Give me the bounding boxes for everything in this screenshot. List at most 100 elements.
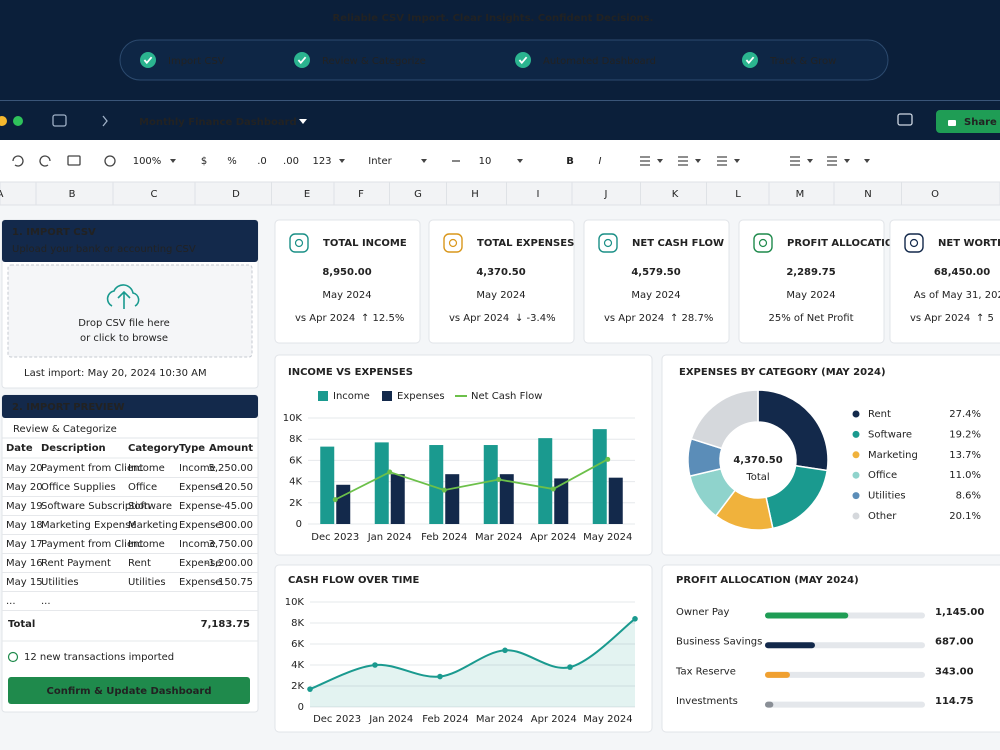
kpi-label: TOTAL INCOME	[323, 238, 407, 249]
value-label: 114.75	[935, 696, 974, 707]
dropdown-caret	[170, 159, 176, 163]
toolbar-item[interactable]: I	[599, 156, 602, 167]
chart-title: PROFIT ALLOCATION (MAY 2024)	[676, 575, 859, 586]
table-cell: Rent Payment	[41, 558, 111, 569]
share-label[interactable]: Share	[964, 117, 997, 128]
x-tick-label: Apr 2024	[530, 532, 576, 543]
bar	[765, 642, 815, 649]
table-cell: Income	[128, 463, 165, 474]
x-tick-label: Mar 2024	[475, 532, 523, 543]
drop-text[interactable]: Drop CSV file here	[78, 318, 170, 329]
point	[307, 686, 313, 692]
point	[372, 662, 378, 668]
comment-icon[interactable]	[897, 113, 913, 126]
toolbar-item[interactable]: %	[227, 156, 237, 167]
window-dot	[13, 116, 23, 126]
table-cell: Expense	[179, 501, 221, 512]
table-cell: Description	[41, 443, 106, 454]
kpi-icon	[598, 233, 618, 253]
kpi-icon	[289, 233, 309, 253]
value-label: 8.6%	[956, 491, 981, 502]
toolbar-item[interactable]: $	[201, 156, 207, 167]
browse-text[interactable]: or click to browse	[80, 333, 168, 344]
card-subtitle: Upload your bank or accounting CSV	[12, 244, 196, 255]
bar	[765, 671, 790, 678]
table-cell: ...	[41, 596, 51, 607]
x-tick-label: May 2024	[583, 714, 632, 725]
bar-label: Business Savings	[676, 637, 762, 648]
column-letter: A	[0, 189, 4, 200]
share-button[interactable]	[936, 110, 1000, 133]
table-cell: Expense	[179, 482, 221, 493]
table-cell: -45.00	[221, 501, 253, 512]
line	[309, 617, 636, 691]
kpi-card	[583, 219, 730, 344]
check-icon	[742, 52, 758, 68]
kpi-icon-dot	[758, 238, 768, 248]
point	[502, 647, 508, 654]
upload-cloud-icon	[106, 284, 140, 309]
toolbar-item[interactable]: 100%	[133, 156, 162, 167]
legend-dot	[852, 410, 860, 418]
kpi-card	[738, 219, 885, 344]
bar	[429, 445, 444, 524]
toolbar-item[interactable]: B	[566, 156, 574, 167]
x-tick-label: Jan 2024	[368, 714, 413, 725]
legend-label: Other	[868, 511, 897, 522]
sidebar-icon[interactable]	[52, 114, 67, 127]
step-label[interactable]: Import CSV	[168, 56, 225, 67]
toolbar-item[interactable]: 123	[312, 156, 331, 167]
table-cell: Date	[6, 443, 33, 454]
kpi-compare: vs Apr 2024	[910, 313, 970, 324]
paint-icon[interactable]	[104, 155, 116, 167]
dropdown-caret	[844, 159, 850, 163]
table-cell: May 15	[6, 577, 43, 588]
table-cell: May 18	[6, 520, 43, 531]
toolbar-item[interactable]: .0	[257, 156, 267, 167]
chart-card	[274, 564, 653, 733]
confirm-button[interactable]	[8, 677, 250, 704]
kpi-compare: vs Apr 2024	[295, 313, 355, 324]
step-label[interactable]: Review & Categorize	[322, 56, 426, 67]
drop-zone[interactable]	[7, 264, 253, 358]
step-label[interactable]: Automated Dashboard	[543, 56, 656, 67]
point	[441, 487, 447, 493]
y-tick-label: 0	[298, 702, 304, 713]
kpi-icon-dot	[909, 238, 919, 248]
kpi-period: As of May 31, 2024	[914, 290, 1000, 301]
bar	[592, 429, 607, 524]
step-label[interactable]: Track & Grow	[769, 56, 836, 67]
check-icon	[140, 52, 156, 68]
toolbar-item[interactable]: Inter	[368, 156, 392, 167]
toolbar-item[interactable]: 10	[479, 156, 492, 167]
table-cell: Utilities	[41, 577, 79, 588]
kpi-period: May 2024	[322, 290, 371, 301]
tab-label[interactable]: Review & Categorize	[13, 424, 117, 435]
toolbar-item[interactable]: .00	[283, 156, 299, 167]
donut-center-value: 4,370.50	[733, 455, 782, 466]
undo-icon[interactable]	[12, 155, 24, 167]
dropdown-caret	[734, 159, 740, 163]
chart-title: INCOME VS EXPENSES	[288, 367, 413, 378]
total-label: Total	[8, 619, 35, 630]
kpi-period: May 2024	[631, 290, 680, 301]
dropdown-caret	[807, 159, 813, 163]
card-title: 2. IMPORT PREVIEW	[12, 402, 124, 413]
print-icon[interactable]	[67, 155, 81, 166]
table-cell: Marketing Expense	[41, 520, 136, 531]
table-cell: Expense	[179, 577, 221, 588]
column-letter: H	[471, 189, 479, 200]
point	[332, 497, 338, 503]
value-label: 13.7%	[949, 450, 981, 461]
table-cell: -1,200.00	[205, 558, 253, 569]
document-title[interactable]: Monthly Finance Dashboard	[139, 117, 297, 128]
bar	[499, 474, 514, 524]
legend-label: Marketing	[868, 450, 918, 461]
bar	[765, 701, 774, 708]
dropdown-caret	[864, 159, 870, 163]
bar	[390, 474, 405, 524]
status-icon	[7, 651, 19, 663]
undo-icon[interactable]	[39, 155, 51, 167]
kpi-value: 4,370.50	[476, 267, 525, 278]
button-label[interactable]: Confirm & Update Dashboard	[47, 686, 212, 697]
